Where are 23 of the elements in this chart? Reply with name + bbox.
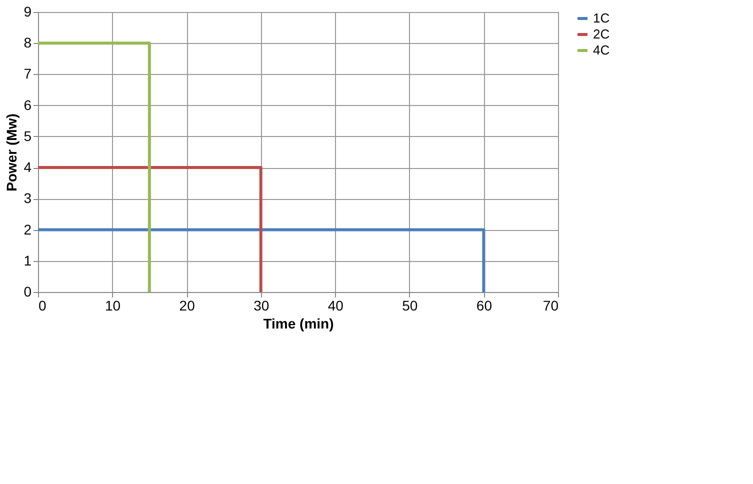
x-tick-label: 20 bbox=[179, 298, 196, 314]
x-tick-label: 10 bbox=[104, 298, 121, 314]
x-tick-label: 70 bbox=[542, 298, 559, 314]
y-tick-label: 4 bbox=[24, 159, 32, 176]
y-tick-label: 8 bbox=[24, 34, 32, 51]
y-tick-label: 3 bbox=[24, 190, 32, 206]
y-tick-label: 7 bbox=[24, 66, 32, 82]
y-tick-label: 9 bbox=[24, 4, 32, 20]
y-axis-title: Power (Mw) bbox=[4, 114, 20, 192]
legend-label: 1C bbox=[593, 10, 610, 26]
x-tick-label: 40 bbox=[328, 298, 344, 314]
x-axis-title: Time (min) bbox=[263, 316, 334, 332]
y-tick-label: 5 bbox=[24, 128, 32, 144]
x-tick-label: 30 bbox=[254, 298, 270, 314]
x-tick-label: 0 bbox=[38, 298, 46, 314]
x-tick-label: 60 bbox=[476, 298, 492, 314]
legend-label: 2C bbox=[593, 26, 610, 42]
y-tick-label: 6 bbox=[24, 96, 32, 113]
y-tick-label: 0 bbox=[24, 284, 32, 300]
y-tick-label: 2 bbox=[24, 221, 32, 238]
legend-label: 4C bbox=[593, 42, 610, 58]
x-tick-label: 50 bbox=[402, 298, 418, 314]
y-tick-label: 1 bbox=[24, 252, 32, 268]
